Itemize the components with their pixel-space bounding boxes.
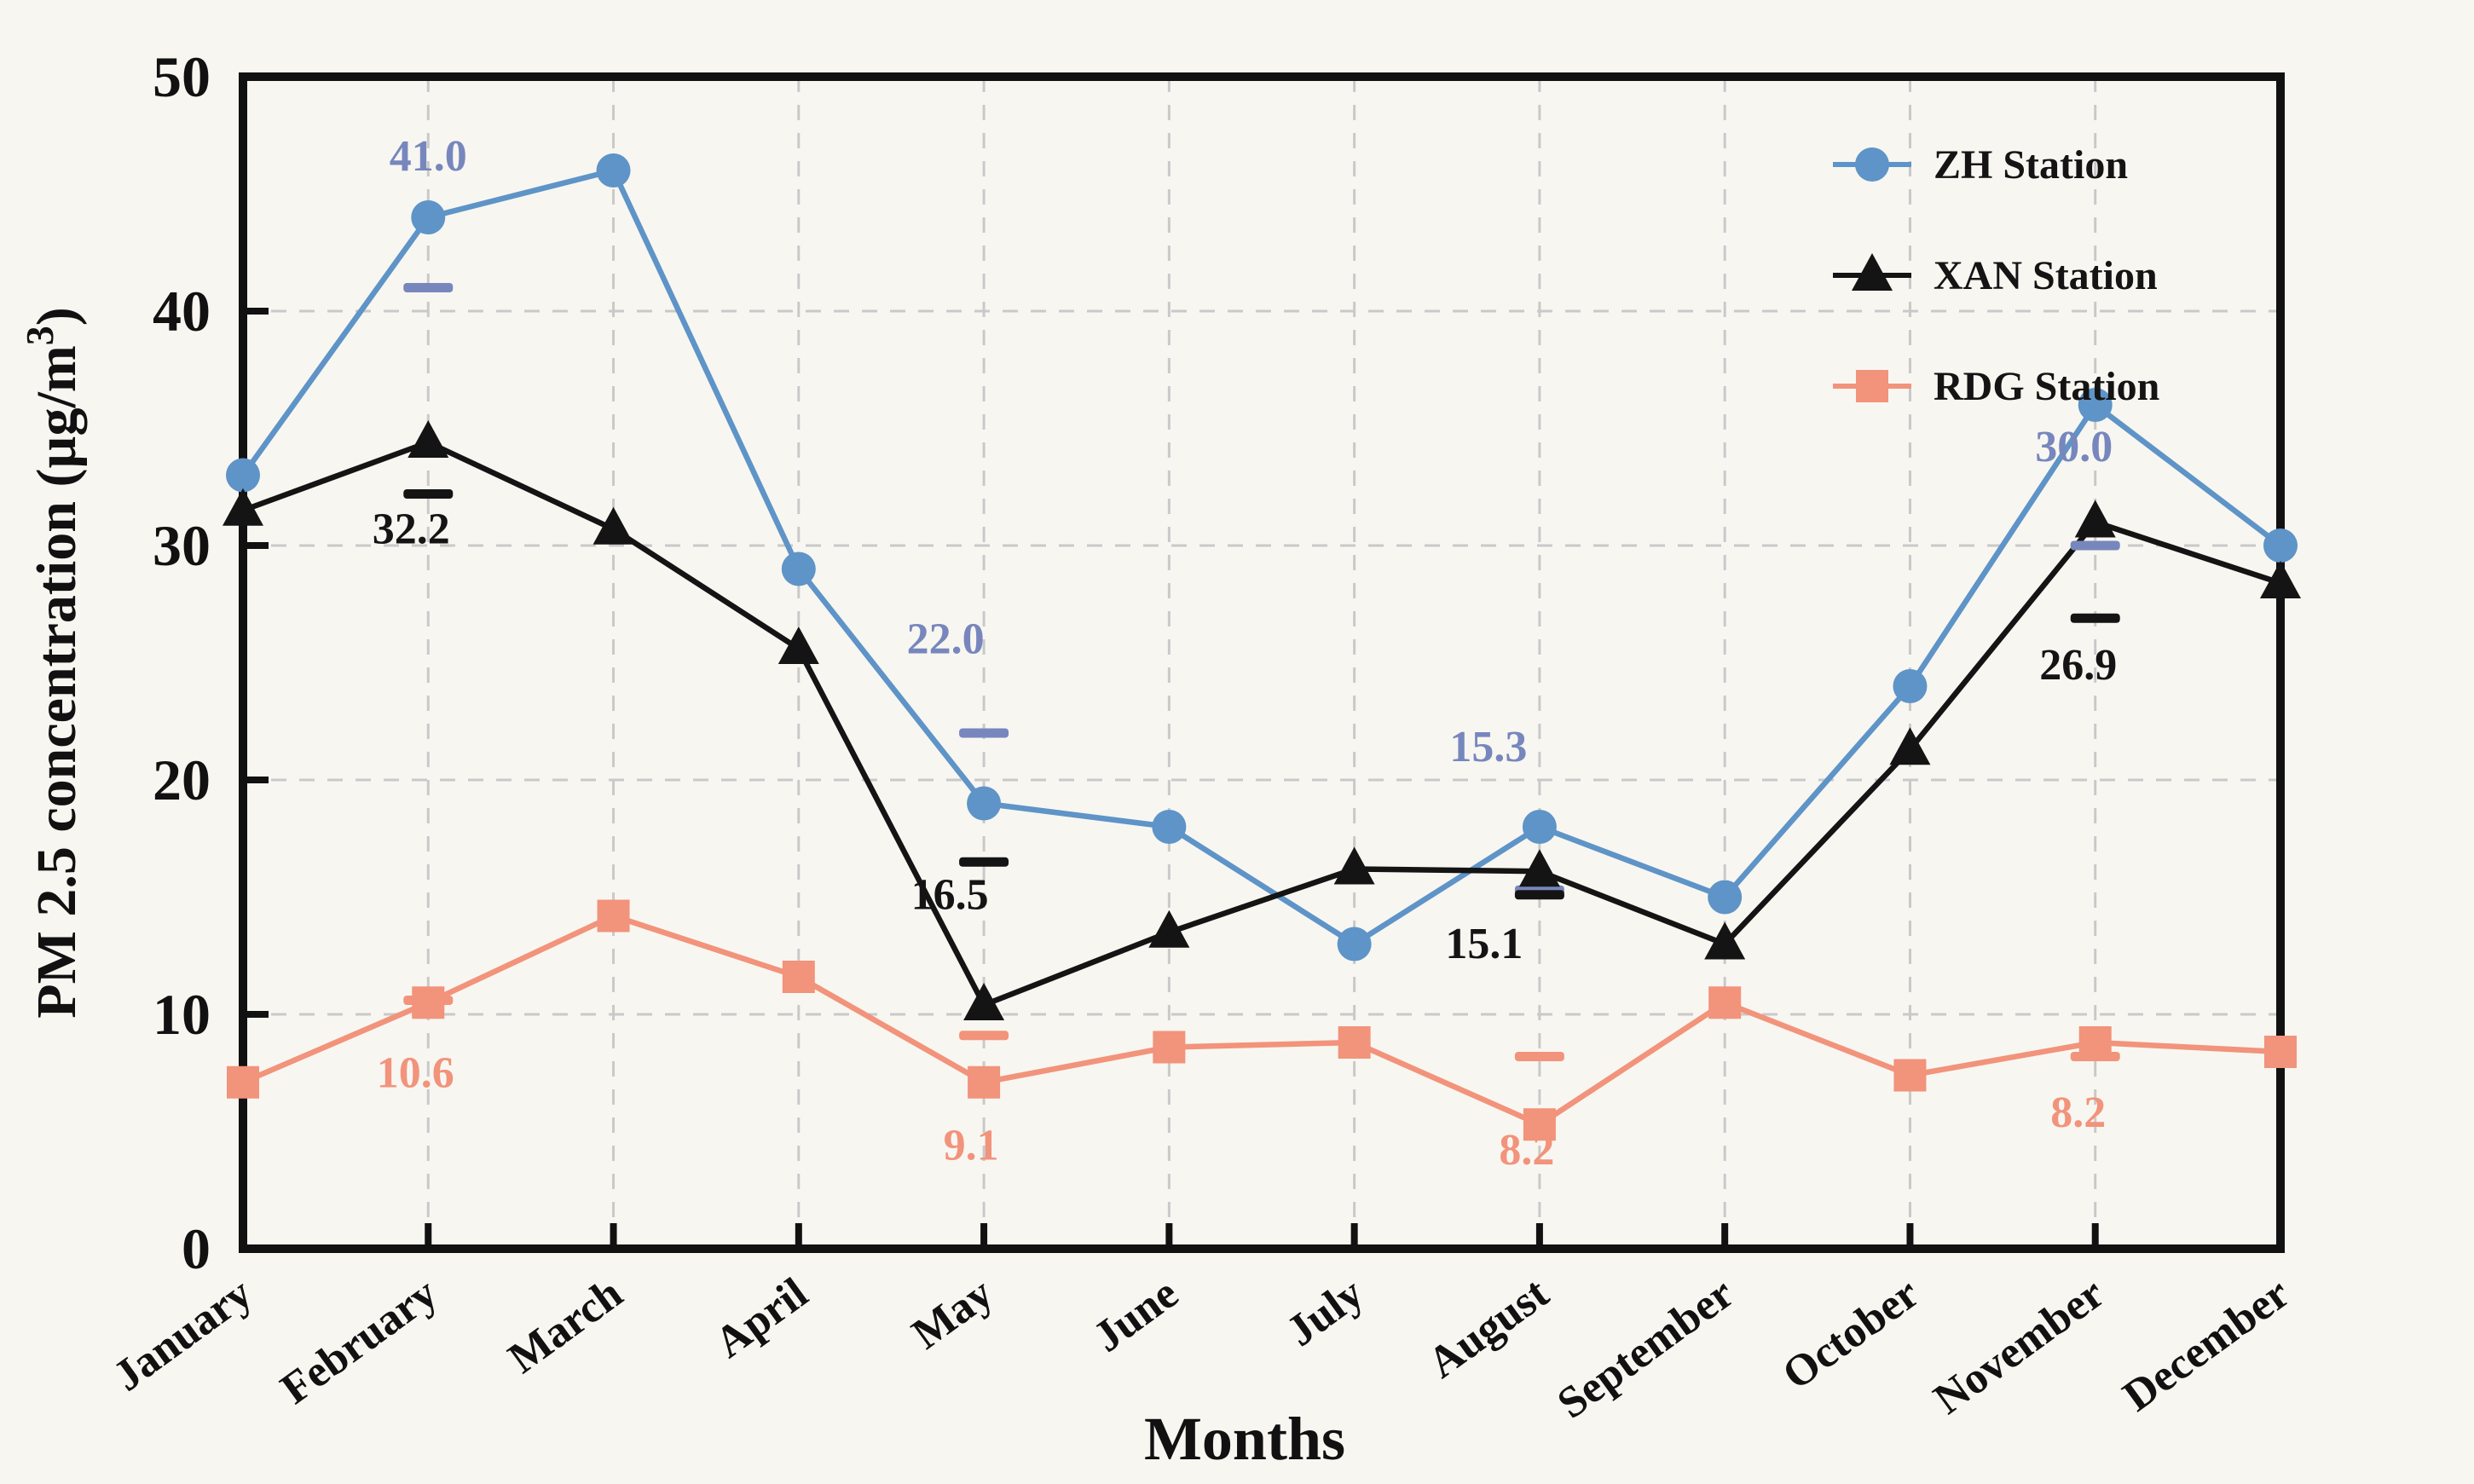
marker-circle-zh-station-march: [596, 153, 631, 188]
mean-dash-zh-station-may: [959, 728, 1009, 738]
marker-square-rdg-station-july: [1338, 1026, 1371, 1059]
y-tick-label-10: 10: [153, 982, 211, 1047]
mean-label-rdg-station-august: 8.2: [1499, 1126, 1554, 1175]
y-tick-label-20: 20: [153, 748, 211, 812]
marker-circle-zh-station-may: [967, 786, 1002, 821]
marker-circle-zh-station-february: [411, 200, 446, 234]
marker-square-rdg-station-november: [2078, 1026, 2112, 1059]
marker-square-rdg-station-december: [2264, 1036, 2297, 1068]
mean-dash-zh-station-november: [2070, 540, 2120, 551]
marker-square-rdg-station-june: [1153, 1031, 1186, 1064]
marker-square-rdg-station-february: [412, 986, 445, 1019]
marker-circle-zh-station-june: [1152, 810, 1187, 844]
marker-square-rdg-station-april: [782, 961, 815, 993]
marker-triangle-xan-station-september: [1704, 921, 1746, 960]
mean-label-zh-station-may: 22.0: [907, 615, 985, 664]
marker-triangle-xan-station-october: [1889, 727, 1931, 765]
mean-label-zh-station-february: 41.0: [390, 132, 467, 181]
marker-square-rdg-station-october: [1893, 1059, 1927, 1092]
marker-triangle-xan-station-may: [963, 983, 1005, 1020]
marker-square-rdg-station-may: [968, 1065, 1001, 1099]
mean-dash-rdg-station-may: [959, 1031, 1009, 1041]
legend-label-xan-station: XAN Station: [1934, 253, 2158, 298]
y-tick-label-50: 50: [153, 44, 211, 109]
x-axis-title: Months: [1144, 1405, 1345, 1473]
mean-label-rdg-station-may: 9.1: [944, 1122, 999, 1170]
mean-label-rdg-station-february: 10.6: [377, 1048, 454, 1097]
y-tick-label-40: 40: [153, 279, 211, 344]
mean-dash-xan-station-november: [2070, 613, 2120, 623]
marker-square-rdg-station-january: [227, 1065, 259, 1099]
marker-triangle-xan-station-february: [408, 420, 449, 458]
mean-label-zh-station-august: 15.3: [1449, 723, 1527, 771]
mean-dash-rdg-station-august: [1514, 1052, 1564, 1061]
mean-label-xan-station-august: 15.1: [1445, 920, 1523, 968]
plot-frame: [239, 72, 2285, 1253]
marker-triangle-xan-station-december: [2260, 561, 2301, 598]
marker-triangle-xan-station-august: [1518, 849, 1560, 887]
marker-circle-zh-station-october: [1893, 669, 1928, 703]
legend-label-zh-station: ZH Station: [1934, 142, 2128, 188]
marker-circle-zh-station-december: [2263, 528, 2298, 563]
mean-label-rdg-station-november: 8.2: [2050, 1088, 2106, 1137]
series-line-zh-station: [240, 167, 2282, 947]
marker-square-rdg-station-september: [1708, 986, 1742, 1019]
marker-square-rdg-station-august: [1523, 1108, 1556, 1141]
marker-circle-zh-station-august: [1522, 810, 1557, 844]
mean-dash-xan-station-may: [959, 857, 1009, 867]
marker-triangle-xan-station-january: [223, 488, 263, 526]
series-line-xan-station: [241, 439, 2282, 1008]
legend-label-rdg-station: RDG Station: [1934, 364, 2159, 409]
mean-label-zh-station-november: 30.0: [2035, 423, 2113, 471]
marker-square-rdg-station-march: [597, 899, 630, 933]
marker-circle-zh-station-july: [1337, 927, 1372, 961]
legend-circle-icon: [1855, 147, 1889, 182]
marker-triangle-xan-station-november: [2074, 499, 2116, 538]
marker-triangle-xan-station-march: [592, 506, 634, 545]
marker-circle-zh-station-april: [781, 551, 816, 586]
marker-triangle-xan-station-june: [1148, 909, 1190, 948]
series-line-rdg-station: [241, 913, 2281, 1128]
mean-dash-zh-station-february: [403, 283, 454, 292]
marker-triangle-xan-station-april: [777, 627, 819, 664]
marker-circle-zh-station-september: [1708, 880, 1743, 915]
mean-label-xan-station-november: 26.9: [2039, 641, 2117, 690]
y-tick-label-0: 0: [182, 1216, 211, 1281]
marker-triangle-xan-station-july: [1333, 846, 1375, 885]
marker-circle-zh-station-november: [2078, 388, 2113, 422]
legend-triangle-icon: [1852, 253, 1893, 291]
mean-dash-xan-station-august: [1514, 890, 1564, 900]
marker-circle-zh-station-january: [226, 458, 260, 493]
y-axis-title: PM 2.5 concentration (µg/m3): [18, 307, 88, 1019]
y-tick-label-30: 30: [153, 513, 211, 578]
mean-label-xan-station-may: 16.5: [911, 870, 989, 919]
legend-square-icon: [1856, 370, 1888, 402]
mean-label-xan-station-february: 32.2: [373, 505, 450, 553]
mean-dash-xan-station-february: [403, 489, 454, 499]
